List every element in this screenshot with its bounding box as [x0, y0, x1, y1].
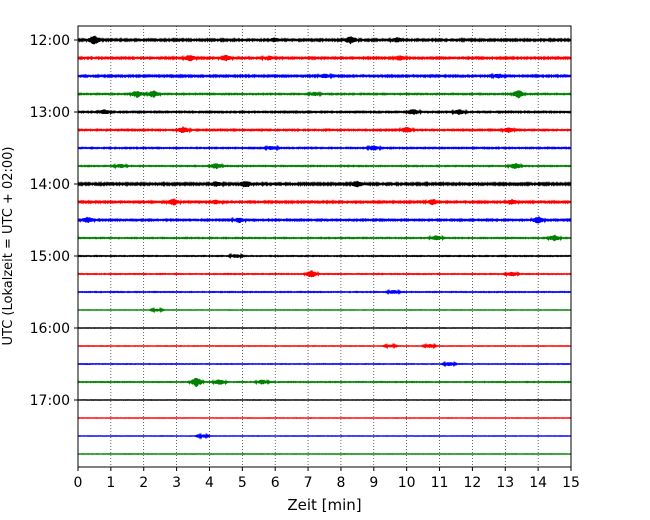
- y-tick-label: 16:00: [30, 321, 70, 337]
- trace-line: [77, 252, 572, 260]
- x-tick-label: 2: [139, 475, 148, 491]
- trace-line: [77, 198, 572, 206]
- trace-line: [77, 306, 572, 314]
- x-axis-title: Zeit [min]: [287, 496, 361, 514]
- trace-line: [77, 270, 572, 278]
- trace-line: [77, 377, 572, 387]
- y-tick-label: 15:00: [30, 249, 70, 265]
- trace-line: [77, 216, 572, 224]
- x-tick-label: 8: [336, 475, 345, 491]
- x-tick-label: 9: [369, 475, 378, 491]
- y-tick-label: 14:00: [30, 177, 70, 193]
- x-tick-label: 4: [205, 475, 214, 491]
- trace-line: [77, 54, 572, 62]
- trace-line: [77, 342, 572, 350]
- x-tick-label: 0: [74, 475, 83, 491]
- x-tick-label: 5: [238, 475, 247, 491]
- x-tick-label: 1: [106, 475, 115, 491]
- trace-line: [77, 180, 572, 188]
- y-tick-label: 12:00: [30, 33, 70, 49]
- trace-line: [77, 144, 572, 152]
- trace-line: [77, 288, 572, 296]
- trace-line: [77, 432, 572, 440]
- vertical-grid: [110, 26, 539, 467]
- x-tick-label: 12: [463, 475, 481, 491]
- x-tick-label: 13: [496, 475, 514, 491]
- trace-line: [77, 234, 572, 242]
- trace-line: [77, 90, 572, 99]
- x-tick-label: 11: [431, 475, 449, 491]
- y-tick-label: 17:00: [30, 393, 70, 409]
- y-tick-label: 13:00: [30, 105, 70, 121]
- x-tick-label: 3: [172, 475, 181, 491]
- y-axis-title: UTC (Lokalzeit = UTC + 02:00): [1, 147, 16, 346]
- x-axis: 0 1 2 3 4 5 6 7 8 9 10 11 12 13 14 15: [74, 467, 580, 491]
- plot-frame: [77, 25, 572, 468]
- x-tick-label: 15: [562, 475, 580, 491]
- x-tick-label: 10: [398, 475, 416, 491]
- x-tick-label: 6: [271, 475, 280, 491]
- x-tick-label: 7: [304, 475, 313, 491]
- trace-line: [77, 108, 572, 116]
- x-tick-label: 14: [529, 475, 547, 491]
- y-axis: 12:00 13:00 14:00 15:00 16:00 17:00: [30, 33, 78, 409]
- trace-line: [77, 126, 572, 134]
- trace-line: [77, 72, 572, 80]
- trace-group: [77, 35, 572, 455]
- trace-line: [77, 360, 572, 368]
- trace-line: [77, 162, 572, 170]
- trace-line: [77, 35, 572, 45]
